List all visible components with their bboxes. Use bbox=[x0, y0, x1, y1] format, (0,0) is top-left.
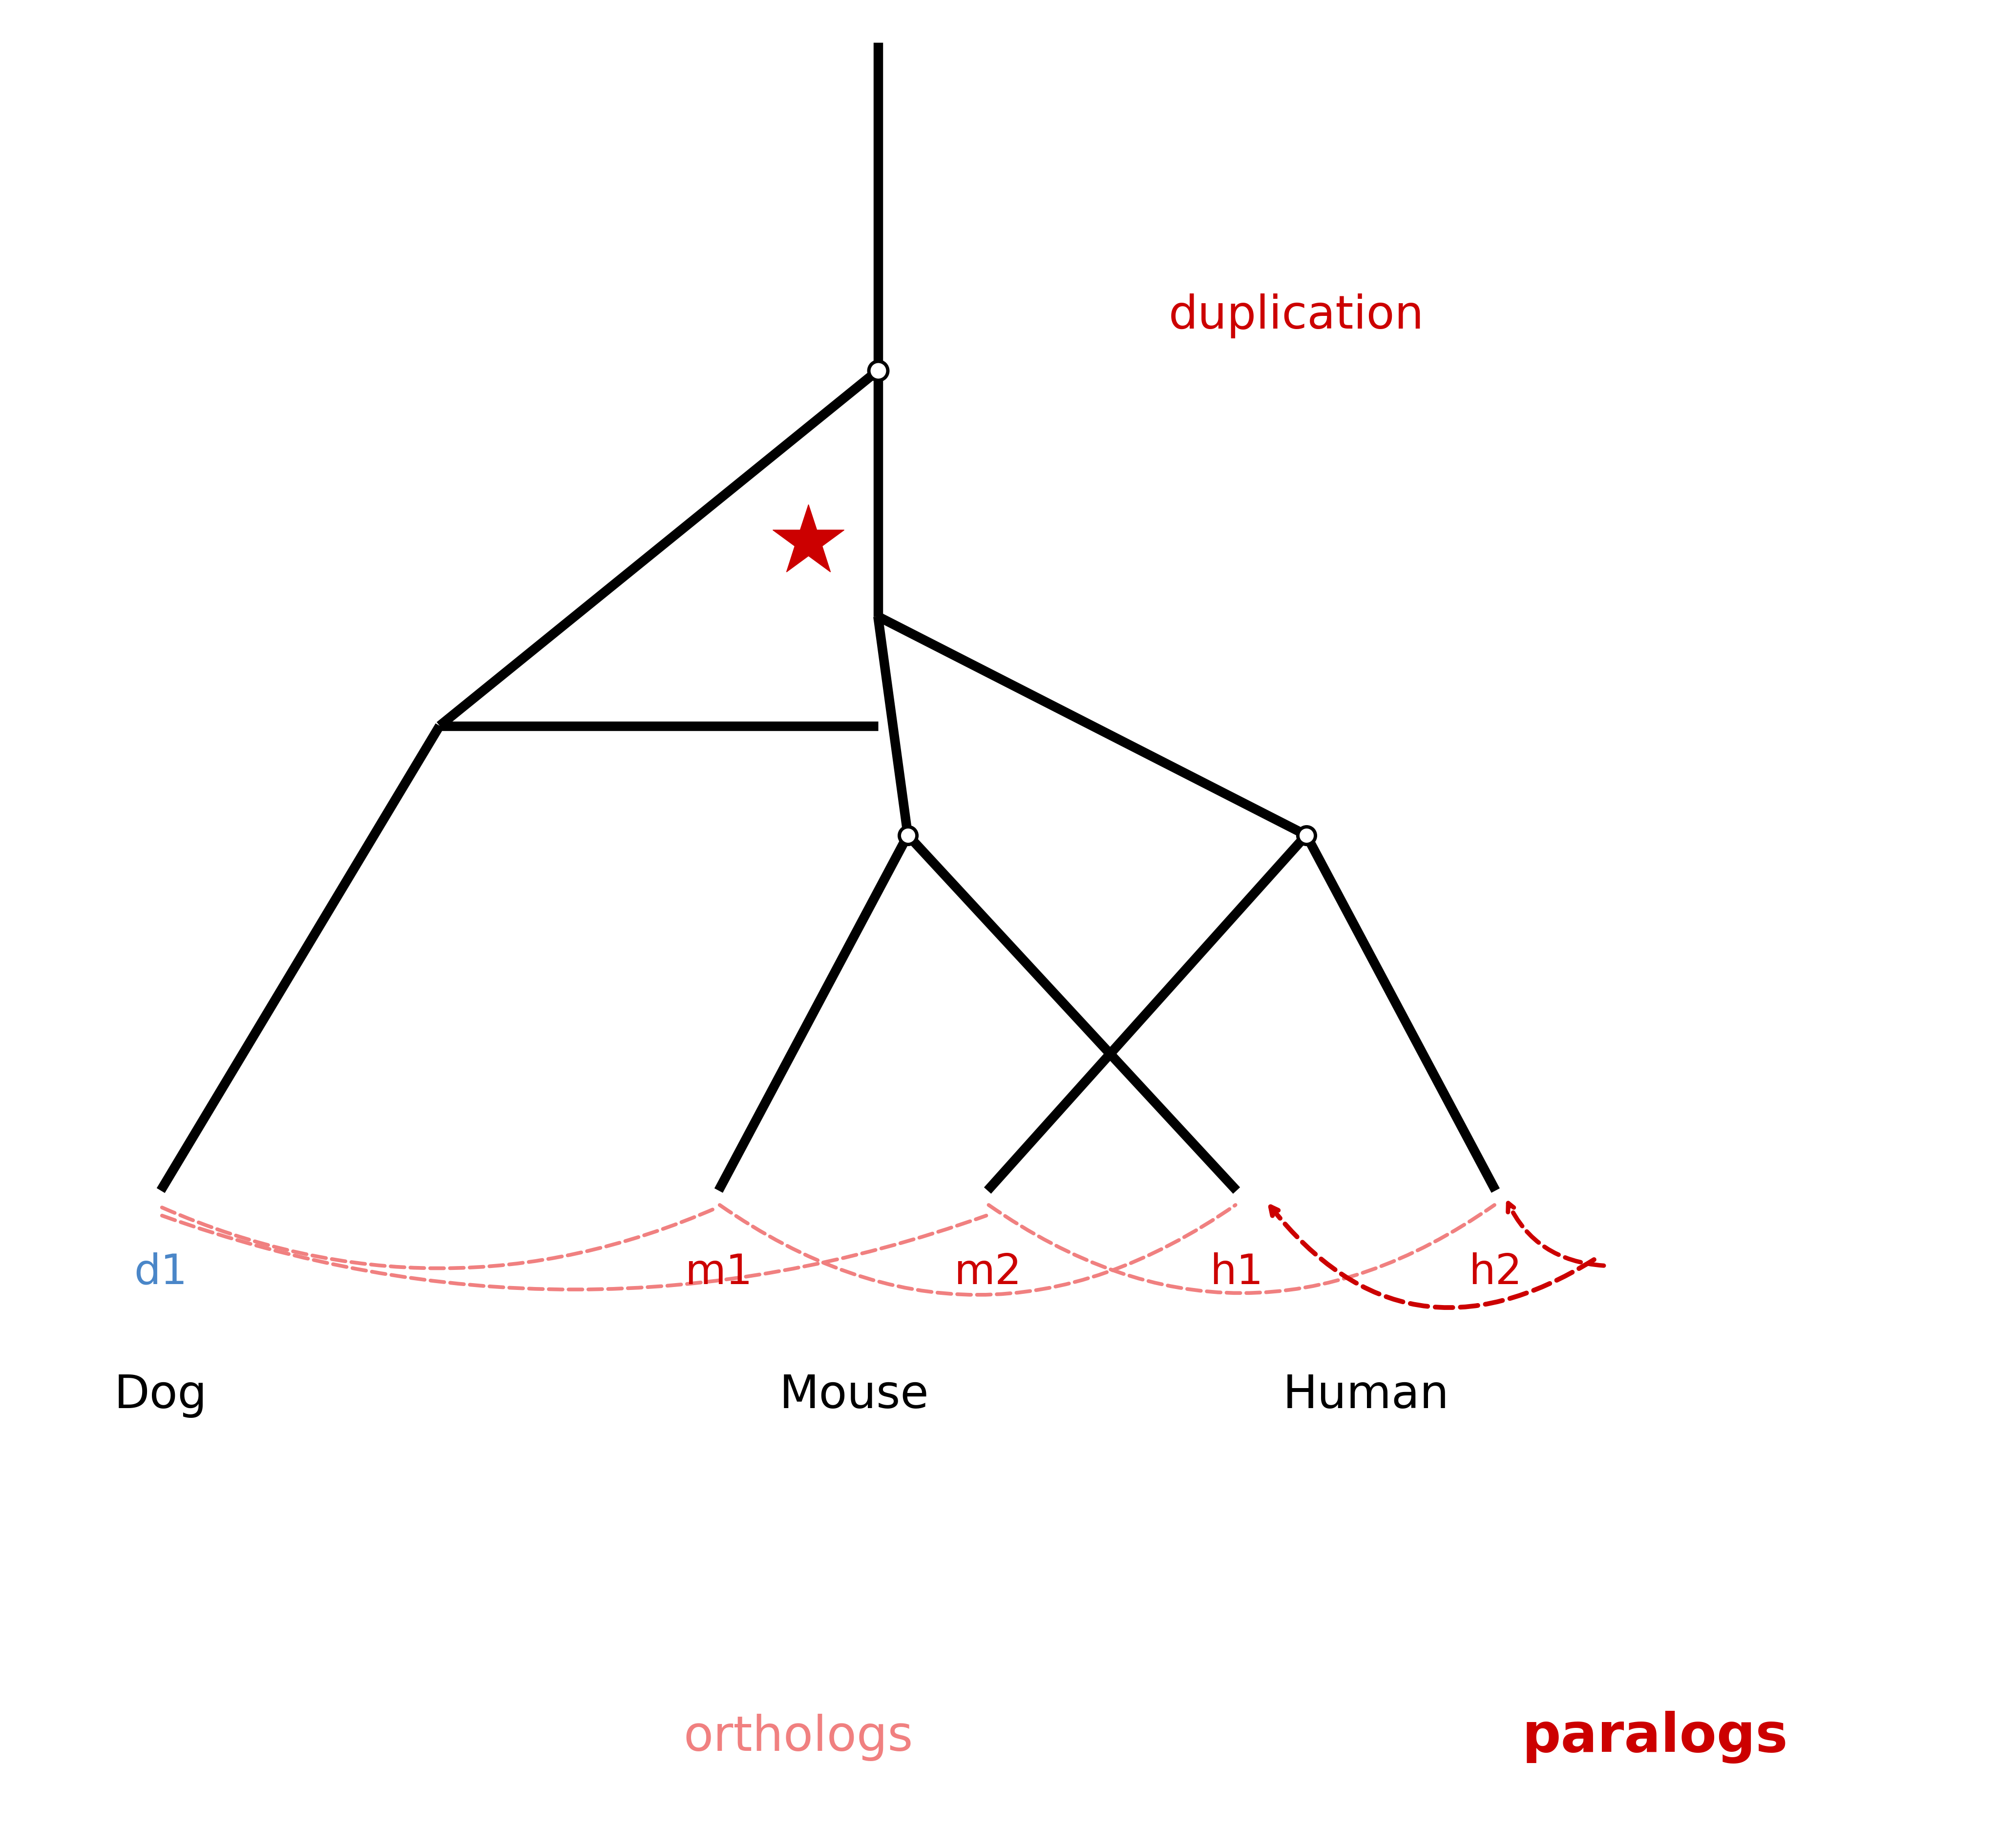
FancyArrowPatch shape bbox=[1508, 1203, 1604, 1266]
FancyArrowPatch shape bbox=[1271, 1207, 1594, 1308]
Text: Mouse: Mouse bbox=[780, 1373, 930, 1417]
FancyArrowPatch shape bbox=[162, 1207, 718, 1268]
Text: duplication: duplication bbox=[1169, 294, 1424, 338]
Text: Human: Human bbox=[1283, 1373, 1448, 1417]
Text: h2: h2 bbox=[1468, 1253, 1522, 1294]
FancyArrowPatch shape bbox=[990, 1205, 1494, 1294]
Text: d1: d1 bbox=[134, 1253, 188, 1294]
Text: Dog: Dog bbox=[114, 1373, 207, 1417]
Text: orthologs: orthologs bbox=[684, 1713, 914, 1761]
FancyArrowPatch shape bbox=[162, 1216, 986, 1290]
Text: paralogs: paralogs bbox=[1522, 1711, 1788, 1763]
Text: m2: m2 bbox=[954, 1253, 1021, 1294]
Text: m1: m1 bbox=[684, 1253, 752, 1294]
Text: h1: h1 bbox=[1209, 1253, 1263, 1294]
FancyArrowPatch shape bbox=[720, 1205, 1235, 1295]
